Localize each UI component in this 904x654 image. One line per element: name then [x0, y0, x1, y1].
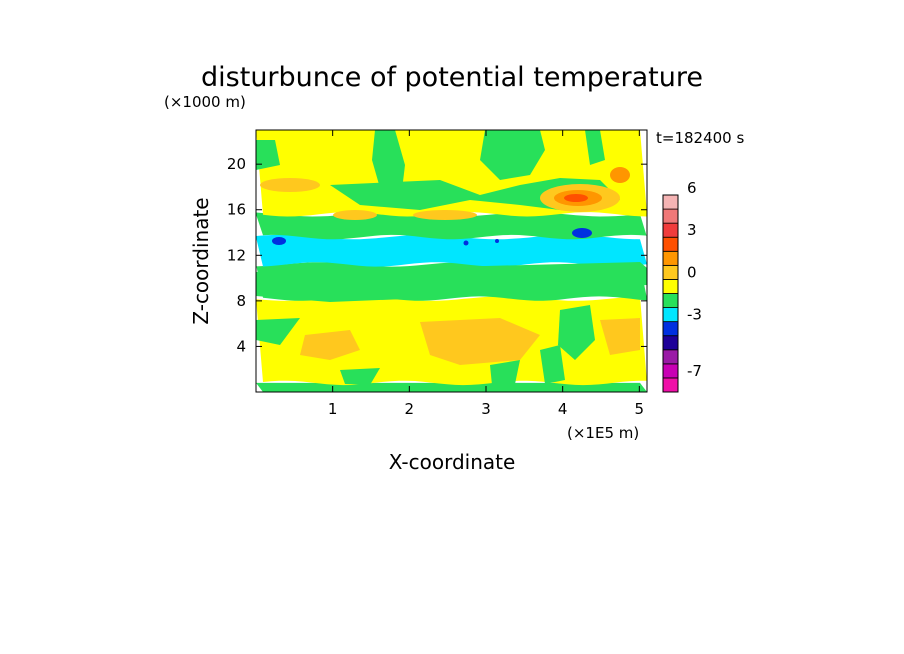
contour-band: [256, 234, 647, 267]
y-axis-ticks: 4 8 12 16 20: [227, 155, 647, 355]
plot-frame: [255, 129, 648, 393]
contour-band: [256, 382, 647, 392]
x-axis-ticks: 1 2 3 4 5: [328, 130, 644, 418]
colorbar-swatch: [662, 349, 679, 365]
colorbar-swatch: [662, 335, 679, 351]
time-label: t=182400 s: [656, 129, 744, 147]
y-tick-label: 16: [227, 201, 246, 219]
chart-title: disturbunce of potential temperature: [201, 62, 703, 93]
y-tick-label: 4: [236, 337, 246, 355]
colorbar-frame: [662, 194, 679, 393]
x-tick-label: 5: [635, 400, 645, 418]
colorbar-tick-label: 6: [687, 179, 697, 197]
colorbar-swatch: [662, 264, 679, 280]
x-unit-label: (×1E5 m): [567, 424, 639, 442]
colorbar-swatch: [662, 222, 679, 238]
colorbar-swatch: [662, 250, 679, 266]
y-tick-label: 8: [236, 292, 246, 310]
x-tick-label: 1: [328, 400, 338, 418]
colorbar-swatch: [662, 363, 679, 379]
colorbar-tick-label: -3: [687, 306, 702, 324]
x-tick-label: 4: [558, 400, 568, 418]
colorbar-swatch: [662, 236, 679, 252]
colorbar-swatch: [662, 307, 679, 323]
colorbar-tick-label: -7: [687, 362, 702, 380]
colorbar-swatch: [662, 208, 679, 224]
y-unit-label: (×1000 m): [164, 93, 246, 111]
colorbar-swatch: [662, 293, 679, 308]
colorbar: -7 -3 0 3 6: [662, 179, 702, 393]
colorbar-swatch: [662, 194, 679, 210]
x-tick-label: 3: [481, 400, 491, 418]
y-axis-title: Z-coordinate: [189, 197, 213, 324]
colorbar-swatch: [662, 377, 679, 393]
x-tick-label: 2: [405, 400, 415, 418]
x-axis-title: X-coordinate: [389, 450, 516, 474]
plot-area: [256, 130, 647, 392]
colorbar-tick-label: 0: [687, 263, 697, 281]
y-tick-label: 20: [227, 155, 246, 173]
colorbar-swatch: [662, 279, 679, 294]
contour-detail: [256, 130, 647, 385]
colorbar-tick-label: 3: [687, 221, 697, 239]
y-tick-label: 12: [227, 246, 246, 264]
colorbar-swatch: [662, 321, 679, 337]
